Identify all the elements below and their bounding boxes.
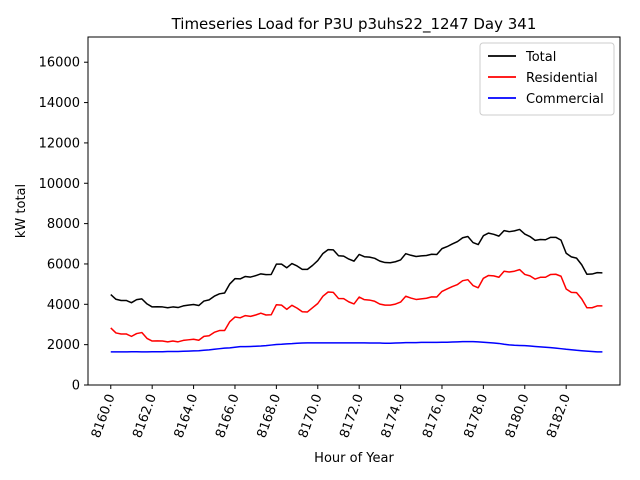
y-tick-label: 8000 bbox=[47, 217, 80, 232]
chart-title: Timeseries Load for P3U p3uhs22_1247 Day… bbox=[171, 15, 537, 34]
legend-label-residential: Residential bbox=[526, 71, 598, 86]
legend-box bbox=[479, 42, 615, 116]
y-tick-label: 6000 bbox=[47, 257, 80, 272]
series-line-residential bbox=[110, 268, 603, 343]
plot-frame bbox=[87, 36, 621, 386]
y-axis: 0 2000 4000 6000 8000 10000 12000 14000 16000 bbox=[39, 56, 88, 394]
y-tick-label: 12000 bbox=[39, 136, 80, 151]
y-tick-label: 14000 bbox=[39, 96, 80, 111]
y-tick-label: 4000 bbox=[47, 298, 80, 313]
x-axis-title: Hour of Year bbox=[314, 451, 394, 466]
y-tick-label: 2000 bbox=[47, 338, 80, 353]
y-tick-label: 0 bbox=[72, 379, 80, 394]
y-tick-label: 10000 bbox=[39, 177, 80, 192]
y-tick-label: 16000 bbox=[39, 56, 80, 71]
series-layer bbox=[110, 228, 603, 353]
series-line-total bbox=[110, 228, 603, 309]
legend: Total Residential Commercial bbox=[479, 42, 615, 116]
y-axis-title: kW total bbox=[14, 184, 29, 238]
legend-label-commercial: Commercial bbox=[526, 92, 604, 107]
legend-label-total: Total bbox=[525, 50, 556, 65]
series-line-commercial bbox=[110, 340, 603, 353]
